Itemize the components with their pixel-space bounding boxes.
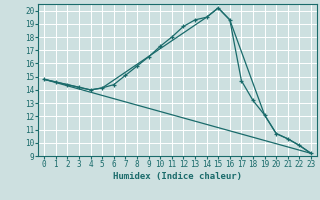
X-axis label: Humidex (Indice chaleur): Humidex (Indice chaleur) bbox=[113, 172, 242, 181]
